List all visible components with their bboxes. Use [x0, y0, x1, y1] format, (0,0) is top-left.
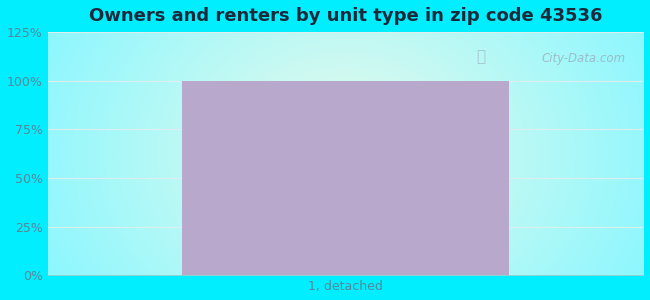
Text: ⦿: ⦿ — [476, 49, 486, 64]
Title: Owners and renters by unit type in zip code 43536: Owners and renters by unit type in zip c… — [88, 7, 602, 25]
Text: City-Data.com: City-Data.com — [541, 52, 625, 64]
Bar — [181, 81, 509, 275]
